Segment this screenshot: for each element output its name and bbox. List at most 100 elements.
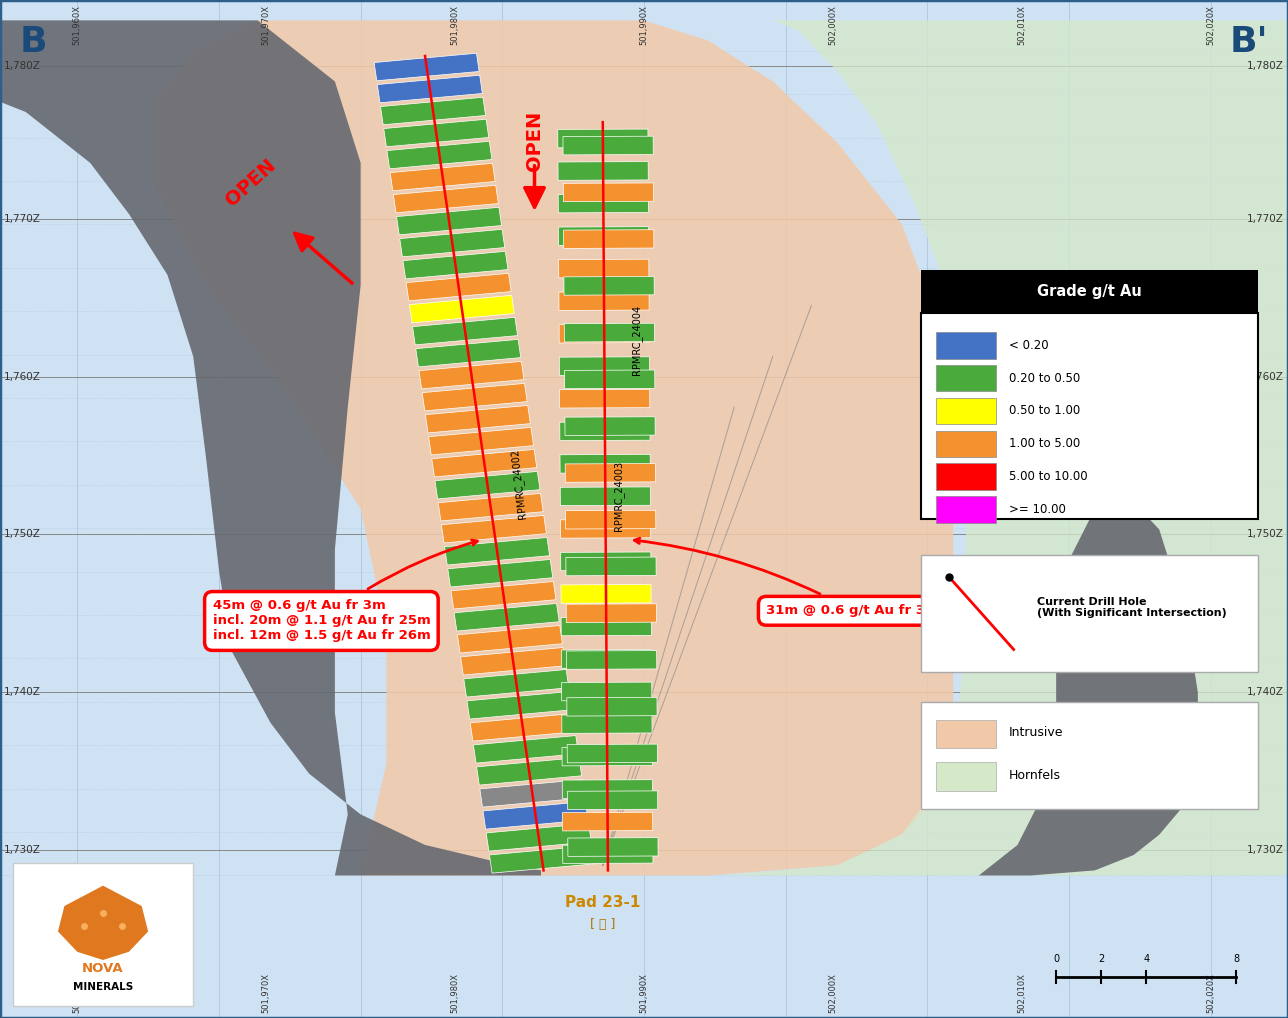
Polygon shape (457, 625, 563, 653)
Bar (936, 364, 996, 391)
Text: 1,740Z: 1,740Z (4, 687, 41, 697)
Polygon shape (422, 384, 527, 411)
Text: 502,020X: 502,020X (1207, 973, 1215, 1013)
Polygon shape (448, 560, 553, 587)
Polygon shape (474, 736, 578, 764)
Polygon shape (564, 370, 654, 389)
Polygon shape (393, 185, 498, 213)
Text: 31m @ 0.6 g/t Au fr 3m: 31m @ 0.6 g/t Au fr 3m (635, 539, 939, 617)
Text: 501,960X: 501,960X (73, 5, 81, 45)
Polygon shape (560, 552, 650, 571)
Polygon shape (559, 325, 649, 343)
Polygon shape (470, 714, 576, 741)
Text: 502,000X: 502,000X (828, 973, 837, 1013)
Polygon shape (58, 886, 148, 960)
Polygon shape (477, 757, 582, 785)
Bar (936, 431, 996, 457)
Polygon shape (559, 292, 649, 310)
Polygon shape (412, 318, 518, 345)
Polygon shape (563, 136, 653, 155)
Polygon shape (568, 791, 658, 809)
Text: 501,980X: 501,980X (451, 5, 460, 45)
Polygon shape (558, 129, 648, 148)
Text: < 0.20: < 0.20 (1009, 339, 1048, 352)
Text: 45m @ 0.6 g/t Au fr 3m
incl. 20m @ 1.1 g/t Au fr 25m
incl. 12m @ 1.5 g/t Au fr 2: 45m @ 0.6 g/t Au fr 3m incl. 20m @ 1.1 g… (213, 540, 478, 642)
Bar (13, 863, 193, 1006)
Text: NOVA: NOVA (82, 962, 124, 975)
Text: 501,980X: 501,980X (451, 973, 460, 1013)
Bar (936, 720, 996, 748)
Polygon shape (431, 449, 537, 477)
Text: 501,960X: 501,960X (73, 973, 81, 1013)
Polygon shape (397, 208, 501, 235)
Polygon shape (567, 744, 657, 762)
Text: 1,760Z: 1,760Z (4, 372, 41, 382)
Text: 1,750Z: 1,750Z (1247, 529, 1284, 540)
Polygon shape (406, 274, 511, 301)
Polygon shape (565, 510, 656, 529)
Text: 1,770Z: 1,770Z (4, 214, 41, 224)
Polygon shape (560, 421, 650, 441)
Polygon shape (562, 715, 652, 733)
Polygon shape (374, 53, 479, 80)
Text: 1,730Z: 1,730Z (1247, 845, 1284, 855)
Polygon shape (410, 295, 514, 323)
Text: 1,770Z: 1,770Z (1247, 214, 1284, 224)
Polygon shape (558, 194, 648, 213)
Text: Hornfels: Hornfels (1009, 770, 1060, 782)
Text: 5.00 to 10.00: 5.00 to 10.00 (1009, 470, 1087, 483)
Bar (936, 463, 996, 490)
Polygon shape (442, 515, 546, 543)
Polygon shape (403, 251, 507, 279)
Polygon shape (0, 20, 541, 875)
Polygon shape (480, 780, 585, 807)
Bar (921, 313, 1258, 519)
Text: Pad 23-1: Pad 23-1 (565, 895, 640, 910)
Polygon shape (438, 494, 544, 521)
Text: 501,990X: 501,990X (640, 973, 648, 1013)
Text: 1,740Z: 1,740Z (1247, 687, 1284, 697)
Text: 1,730Z: 1,730Z (4, 845, 41, 855)
Text: 502,020X: 502,020X (1207, 5, 1215, 45)
Polygon shape (419, 361, 524, 389)
Polygon shape (568, 838, 658, 856)
Bar (921, 270, 1258, 313)
Polygon shape (565, 557, 656, 576)
Polygon shape (564, 277, 654, 295)
Polygon shape (567, 604, 657, 623)
Polygon shape (559, 356, 649, 376)
Polygon shape (562, 682, 652, 700)
Text: >= 10.00: >= 10.00 (1009, 503, 1065, 516)
Text: 1,780Z: 1,780Z (4, 61, 41, 71)
Text: 501,970X: 501,970X (261, 5, 270, 45)
Polygon shape (563, 812, 653, 831)
Polygon shape (567, 651, 657, 669)
Polygon shape (390, 163, 495, 190)
Polygon shape (567, 697, 657, 716)
Text: 502,000X: 502,000X (828, 5, 837, 45)
Polygon shape (429, 428, 533, 455)
Text: Grade g/t Au: Grade g/t Au (1037, 284, 1142, 298)
Polygon shape (416, 339, 520, 366)
Text: 8: 8 (1234, 954, 1239, 964)
Text: Intrusive: Intrusive (1009, 727, 1063, 739)
Polygon shape (559, 260, 649, 278)
Polygon shape (564, 324, 654, 342)
Text: MINERALS: MINERALS (73, 982, 133, 993)
Text: 501,990X: 501,990X (640, 5, 648, 45)
Polygon shape (399, 229, 505, 257)
Text: RPMRC_24002: RPMRC_24002 (510, 448, 528, 519)
Text: 0: 0 (1054, 954, 1059, 964)
Polygon shape (487, 824, 591, 851)
Text: 1,780Z: 1,780Z (1247, 61, 1284, 71)
Text: OPEN: OPEN (526, 110, 544, 171)
Polygon shape (384, 119, 488, 147)
Polygon shape (483, 801, 589, 829)
Bar (936, 398, 996, 425)
Polygon shape (489, 846, 595, 873)
Text: 1,750Z: 1,750Z (4, 529, 41, 540)
Text: B': B' (1230, 25, 1269, 59)
Bar (921, 555, 1258, 672)
Polygon shape (455, 604, 559, 631)
Polygon shape (425, 405, 531, 433)
